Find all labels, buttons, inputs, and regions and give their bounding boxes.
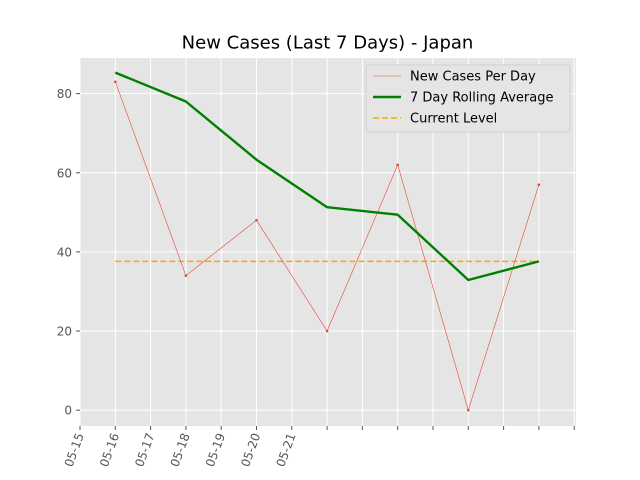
x-axis: 05-15 05-16 05-17 05-18 05-19 05-20 05-21 (62, 426, 575, 469)
legend-box (365, 64, 571, 133)
y-tick-label: 20 (57, 325, 72, 339)
legend-label-current-level: Current Level (410, 112, 497, 127)
x-tick-label: 05-16 (97, 431, 122, 469)
y-tick-label: 40 (57, 245, 72, 259)
grid (79, 58, 576, 426)
legend-label-rolling-average: 7 Day Rolling Average (410, 91, 553, 106)
series-line-7-day-rolling-average (114, 71, 540, 282)
x-tick-label: 05-19 (203, 431, 228, 469)
x-tick-label: 05-17 (132, 431, 157, 469)
data-point (325, 329, 329, 333)
data-point (396, 163, 400, 167)
data-point (467, 408, 470, 412)
x-tick-label: 05-15 (62, 431, 87, 469)
y-axis: 0 20 40 60 80 (57, 87, 80, 418)
y-tick-label: 60 (57, 166, 72, 180)
data-point (114, 80, 117, 84)
data-point (537, 183, 541, 186)
data-point (184, 274, 188, 277)
legend: New Cases Per Day 7 Day Rolling Average … (365, 64, 571, 133)
x-tick-label: 05-21 (274, 431, 299, 469)
x-tick-label: 05-18 (168, 431, 193, 469)
y-tick-label: 0 (64, 404, 72, 418)
series-layer (114, 71, 541, 412)
legend-label-new-cases: New Cases Per Day (410, 70, 536, 85)
x-tick-label: 05-20 (238, 431, 263, 469)
chart-title: New Cases (Last 7 Days) - Japan (182, 33, 474, 54)
data-point (255, 218, 258, 222)
y-tick-label: 80 (57, 87, 72, 101)
